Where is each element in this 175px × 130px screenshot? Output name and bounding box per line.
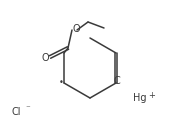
Text: O: O (72, 24, 80, 34)
Text: ⁻: ⁻ (25, 105, 30, 113)
Text: Cl: Cl (12, 107, 22, 117)
Text: C: C (114, 76, 120, 86)
Text: •: • (59, 77, 63, 86)
Text: O: O (41, 53, 49, 63)
Text: Hg: Hg (133, 93, 146, 103)
Text: +: + (148, 90, 155, 99)
